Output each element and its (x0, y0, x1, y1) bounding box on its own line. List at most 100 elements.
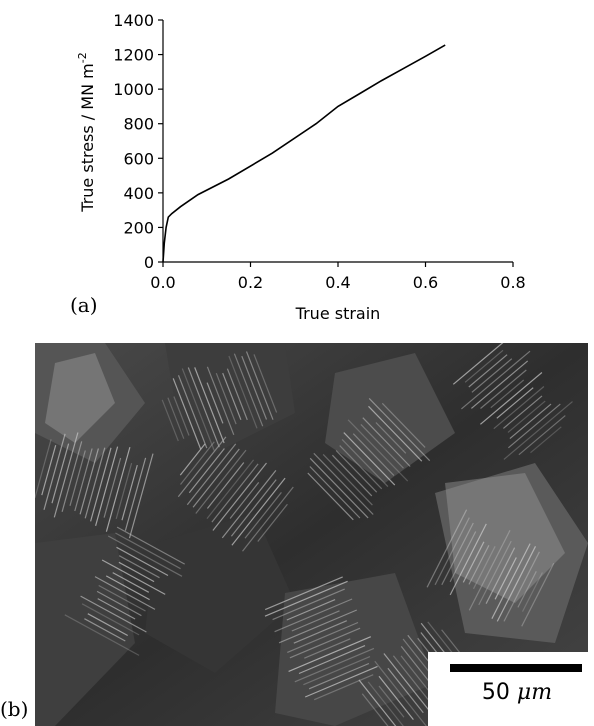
striation-line (478, 540, 512, 606)
striation-line (81, 603, 140, 636)
striation-line (503, 401, 573, 460)
striation-line (472, 546, 496, 590)
striation-line (468, 530, 511, 611)
x-tick-label: 0.8 (500, 273, 525, 292)
panel-label-a: (a) (70, 293, 98, 317)
y-tick-label: 1200 (113, 46, 154, 65)
y-tick-label: 1000 (113, 80, 154, 99)
striation-line (383, 653, 438, 721)
x-tick-label: 0.6 (413, 273, 438, 292)
x-tick-labels: 0.0 0.2 0.4 0.6 0.8 (150, 273, 525, 292)
striation-line (358, 679, 397, 726)
striation-line (177, 436, 227, 498)
striation-line (116, 526, 185, 565)
striation-line (341, 438, 389, 488)
striation-line (480, 369, 527, 409)
striation-line (375, 422, 407, 454)
striation-line (434, 517, 470, 586)
striation-line (105, 575, 150, 601)
striation-line (195, 449, 247, 514)
striation-line (485, 547, 516, 604)
striation-line (294, 647, 375, 683)
striation-line (264, 580, 348, 617)
striation-line (97, 598, 136, 620)
striation-line (378, 675, 414, 720)
striation-line (206, 459, 255, 519)
striation-line (230, 479, 277, 537)
striation-line (124, 457, 147, 531)
striation-line (304, 665, 378, 698)
x-axis-label: True strain (295, 304, 381, 323)
striation-line (496, 387, 534, 419)
striation-line (121, 464, 138, 521)
panel-label-b: (b) (0, 697, 29, 721)
striation-line (180, 441, 215, 485)
scalebar-value: 50 (481, 680, 510, 705)
striation-line (115, 462, 133, 520)
striation-line (177, 375, 208, 449)
striation-line (480, 372, 543, 425)
striation-line (509, 403, 552, 440)
striation-line (74, 448, 93, 512)
stress-strain-curve (162, 44, 446, 263)
striation-line (503, 395, 543, 429)
striation-line (264, 576, 343, 611)
striation-line (471, 360, 529, 409)
striation-line (309, 457, 369, 519)
striation-line (381, 402, 426, 448)
striation-line (468, 354, 508, 388)
striation-line (80, 595, 147, 633)
striation-line (226, 368, 248, 421)
striation-line (449, 531, 477, 583)
striation-line (507, 400, 546, 433)
striation-line (368, 397, 431, 462)
striation-line (286, 599, 336, 621)
striation-line (107, 535, 183, 577)
striation-line (274, 598, 353, 633)
striation-line (35, 439, 52, 498)
striation-line (211, 463, 259, 523)
striation-line (449, 523, 487, 596)
micrograph-image (35, 343, 588, 726)
striation-line (508, 403, 561, 449)
scalebar-label: 50 μm (444, 680, 590, 705)
striation-line (172, 378, 202, 450)
striation-line (222, 372, 242, 421)
striation-line (352, 433, 395, 476)
striation-line (347, 419, 409, 482)
striation-line (95, 446, 119, 526)
striation-line (471, 358, 513, 393)
striation-line (112, 572, 150, 593)
striation-line (452, 343, 504, 385)
striation-line (304, 638, 351, 659)
striation-line (192, 448, 240, 508)
striation-line (309, 466, 361, 519)
striation-line (368, 405, 423, 462)
striation-line (494, 557, 517, 600)
striation-line (98, 584, 146, 612)
chart-axes (158, 19, 514, 267)
striation-line (206, 382, 224, 424)
striation-line (257, 503, 288, 542)
striation-line (194, 367, 225, 444)
striation-line (187, 367, 220, 448)
scalebar (450, 664, 582, 672)
striation-line (288, 636, 372, 672)
striation-line (313, 452, 374, 515)
striation-line (360, 423, 404, 469)
striation-line (221, 470, 277, 539)
striation-line (362, 417, 411, 467)
y-tick-label: 600 (123, 149, 154, 168)
striation-line (212, 462, 267, 531)
striation-line (69, 450, 86, 506)
x-tick-label: 0.0 (150, 273, 175, 292)
striation-line (105, 446, 131, 532)
striation-line (291, 610, 340, 632)
striation-line (374, 660, 427, 726)
striation-line (335, 450, 378, 493)
striation-line (378, 685, 405, 718)
striation-line (51, 443, 70, 504)
striation-line (206, 462, 245, 509)
striation-line (94, 576, 156, 610)
striation-line (118, 555, 160, 579)
